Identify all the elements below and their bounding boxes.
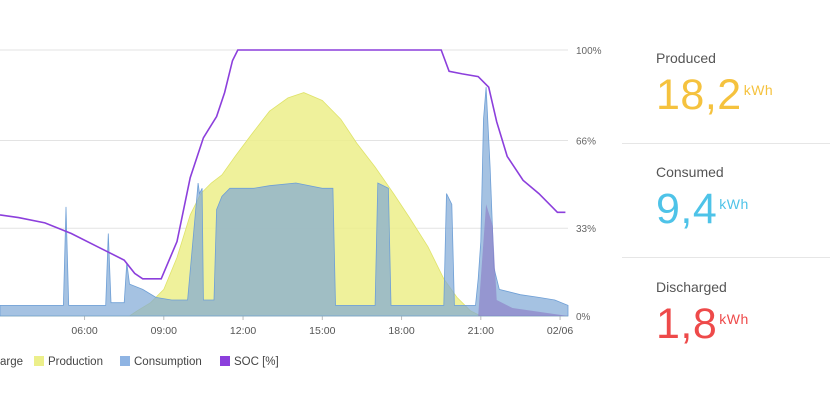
x-tick-label: 06:00 [71,325,97,337]
discharged-value: 1,8 [656,300,718,348]
discharged-value-wrap: 1,8 kWh [656,303,749,346]
produced-value: 18,2 [656,71,742,119]
series-consumption-area [0,87,569,317]
consumed-value: 9,4 [656,185,718,233]
produced-label: Produced [656,50,716,66]
stats-divider-1 [622,143,830,144]
consumed-unit: kWh [719,196,749,212]
stat-produced: Produced 18,2 kWh [622,0,830,140]
y-tick-label: 0% [576,312,591,323]
series-soc-line [0,49,566,280]
stat-consumed: Consumed 9,4 kWh [622,144,830,256]
legend-item-soc[interactable]: SOC [%] [220,356,279,368]
legend-label-arge: arge [0,356,24,368]
legend-swatch-soc [220,356,230,366]
stat-discharged: Discharged 1,8 kWh [622,258,830,400]
x-tick-label: 15:00 [309,325,335,337]
y-tick-label: 100% [576,46,602,57]
legend-item-production[interactable]: Production [34,356,103,368]
legend-item-consumption[interactable]: Consumption [120,356,202,368]
legend-label-consumption: Consumption [134,356,202,368]
produced-value-wrap: 18,2 kWh [656,74,773,117]
discharged-label: Discharged [656,279,727,295]
x-tick-label: 21:00 [468,325,494,337]
chart-svg: 100% 66% 33% 0% 06:00 09:00 12:00 15:00 18:00 21:… [0,46,602,337]
x-tick-label: 12:00 [230,325,256,337]
legend-label-soc: SOC [%] [234,356,279,368]
consumed-label: Consumed [656,164,724,180]
x-tick-label: 02/06 [547,325,573,337]
legend-swatch-consumption [120,356,130,366]
x-tick-label: 18:00 [388,325,414,337]
y-tick-label: 66% [576,136,596,147]
x-tick-label: 09:00 [151,325,177,337]
legend-label-production: Production [48,356,103,368]
consumed-value-wrap: 9,4 kWh [656,188,749,231]
produced-unit: kWh [743,82,774,98]
stats-divider-2 [622,257,830,258]
y-tick-label: 33% [576,224,596,235]
legend-swatch-production [34,356,44,366]
discharged-unit: kWh [719,311,749,327]
legend-item-arge[interactable]: arge [0,356,23,368]
